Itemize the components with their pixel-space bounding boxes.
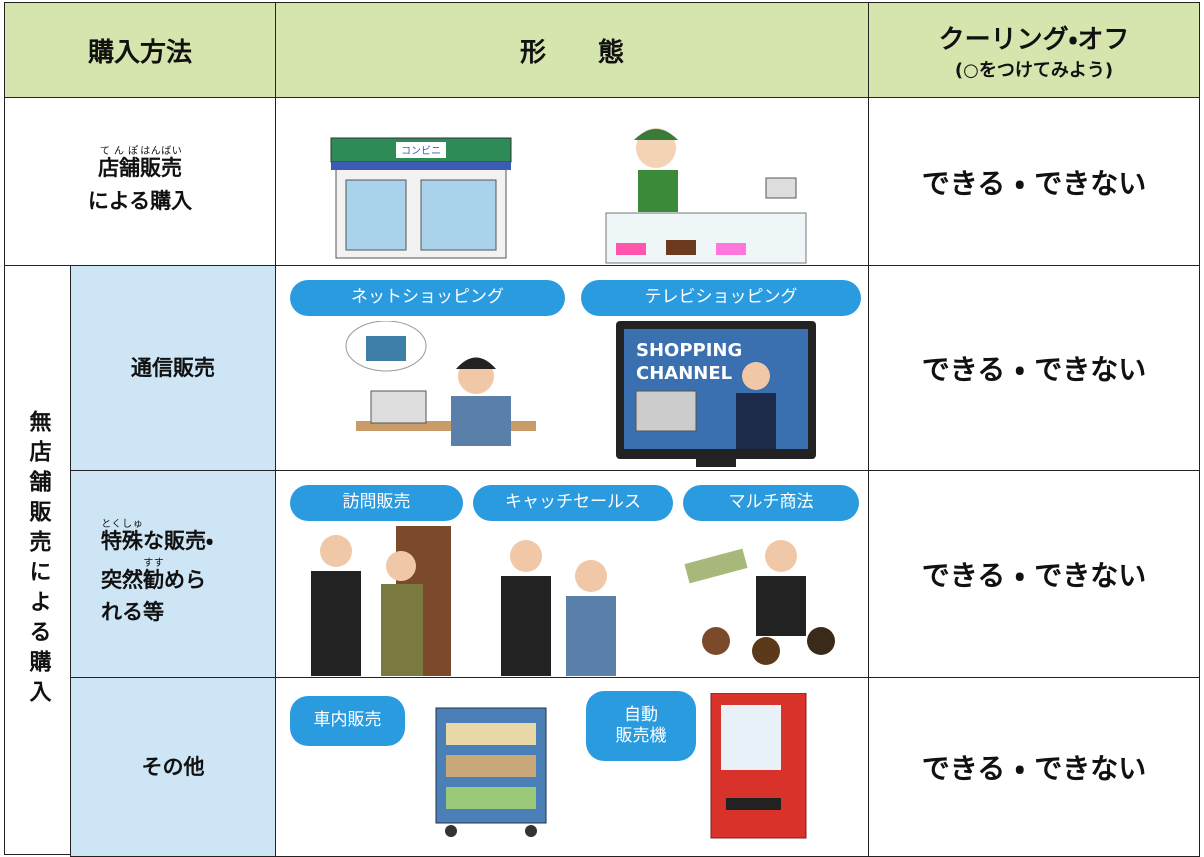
ruby-reading: てんぽ — [98, 145, 140, 157]
label: その他 — [142, 751, 205, 784]
label-text: 通信販売 — [131, 355, 215, 380]
answer-cell: できる ・ できない — [868, 677, 1200, 857]
ruby-text: 販売はんばい — [140, 146, 182, 180]
form-cell: 車内販売 自動 販売機 — [275, 677, 869, 857]
label: 通信販売 — [131, 352, 215, 385]
header-cell: 購入方法 — [4, 2, 276, 98]
answer-cell: できる ・ できない — [868, 470, 1200, 678]
form-cell: SHOPPING CHANNEL ネットショッピング テレビショッピング — [275, 265, 869, 471]
label-cell: 通信販売 — [70, 265, 276, 471]
form-cell: コンビニ — [275, 97, 869, 266]
label-cell: 店舗てんぽ販売はんばいによる購入 — [4, 97, 276, 266]
sign-text: コンビニ — [401, 145, 441, 157]
answer: できる ・ できない — [921, 559, 1147, 592]
header-text: 購入方法 — [87, 37, 192, 68]
label-text: 勧 — [143, 567, 164, 592]
group-label: 無店舗販売による購入 — [25, 410, 51, 710]
ruby-reading: はんばい — [140, 145, 182, 157]
answer: できる ・ できない — [921, 353, 1147, 386]
label: 特殊とくしゅな販売・ 突然勧すすめら れる等 — [101, 519, 213, 629]
header-note: (○をつけてみよう) — [954, 59, 1114, 81]
label-line: れる等 — [101, 596, 213, 629]
label-text: めら — [164, 567, 206, 592]
label-text: 特殊 — [101, 529, 143, 554]
ruby-text: 特殊とくしゅ — [101, 519, 143, 554]
form-pill: 自動 販売機 — [586, 691, 696, 761]
header-cell: クーリング・オフ (○をつけてみよう) — [868, 2, 1200, 98]
ruby-text: 店舗てんぽ — [98, 146, 140, 180]
label-text: 店舗 — [98, 155, 140, 180]
ruby-reading: とくしゅ — [101, 519, 143, 531]
label-text: による購入 — [87, 188, 193, 213]
label-line: 特殊とくしゅな販売・ — [101, 519, 213, 558]
header-text: 形 態 — [519, 37, 624, 68]
answer-cell: できる ・ できない — [868, 265, 1200, 471]
form-pill: ネットショッピング — [290, 280, 565, 316]
label-cell: その他 — [70, 677, 276, 857]
label: 店舗てんぽ販売はんばいによる購入 — [88, 146, 192, 217]
ruby-reading: すす — [143, 557, 164, 569]
form-pill: テレビショッピング — [581, 280, 861, 316]
label-text: 突然 — [101, 567, 143, 592]
header-cell: 形 態 — [275, 2, 869, 98]
header-text: クーリング・オフ — [938, 24, 1130, 55]
illustration: SHOPPING CHANNEL — [345, 321, 816, 467]
answer: できる ・ できない — [921, 166, 1147, 200]
illustration — [311, 526, 835, 676]
tv-text: CHANNEL — [636, 363, 732, 384]
label-line: 店舗てんぽ販売はんばい — [88, 146, 192, 185]
label-text: その他 — [141, 754, 205, 779]
label-line: 突然勧すすめら — [101, 558, 213, 597]
label-text: れる等 — [101, 600, 164, 625]
label-text: 販売 — [140, 155, 182, 180]
illustration — [435, 693, 807, 839]
group-cell: 無店舗販売による購入 — [4, 265, 71, 855]
label-text: な販売・ — [143, 529, 214, 554]
ruby-text: 勧すす — [143, 558, 164, 592]
answer: できる ・ できない — [921, 752, 1147, 785]
illustration: コンビニ — [330, 128, 807, 264]
form-pill: 訪問販売 — [290, 485, 463, 521]
tv-text: SHOPPING — [636, 340, 742, 361]
label-line: による購入 — [88, 185, 192, 218]
answer-cell: できる ・ できない — [868, 97, 1200, 266]
label-line: 通信販売 — [131, 352, 215, 385]
form-pill: キャッチセールス — [473, 485, 673, 521]
label-cell: 特殊とくしゅな販売・ 突然勧すすめら れる等 — [70, 470, 276, 678]
label-line: その他 — [142, 751, 205, 784]
form-pill: 車内販売 — [290, 696, 405, 746]
form-cell: 訪問販売 キャッチセールス マルチ商法 — [275, 470, 869, 678]
form-pill: マルチ商法 — [683, 485, 859, 521]
